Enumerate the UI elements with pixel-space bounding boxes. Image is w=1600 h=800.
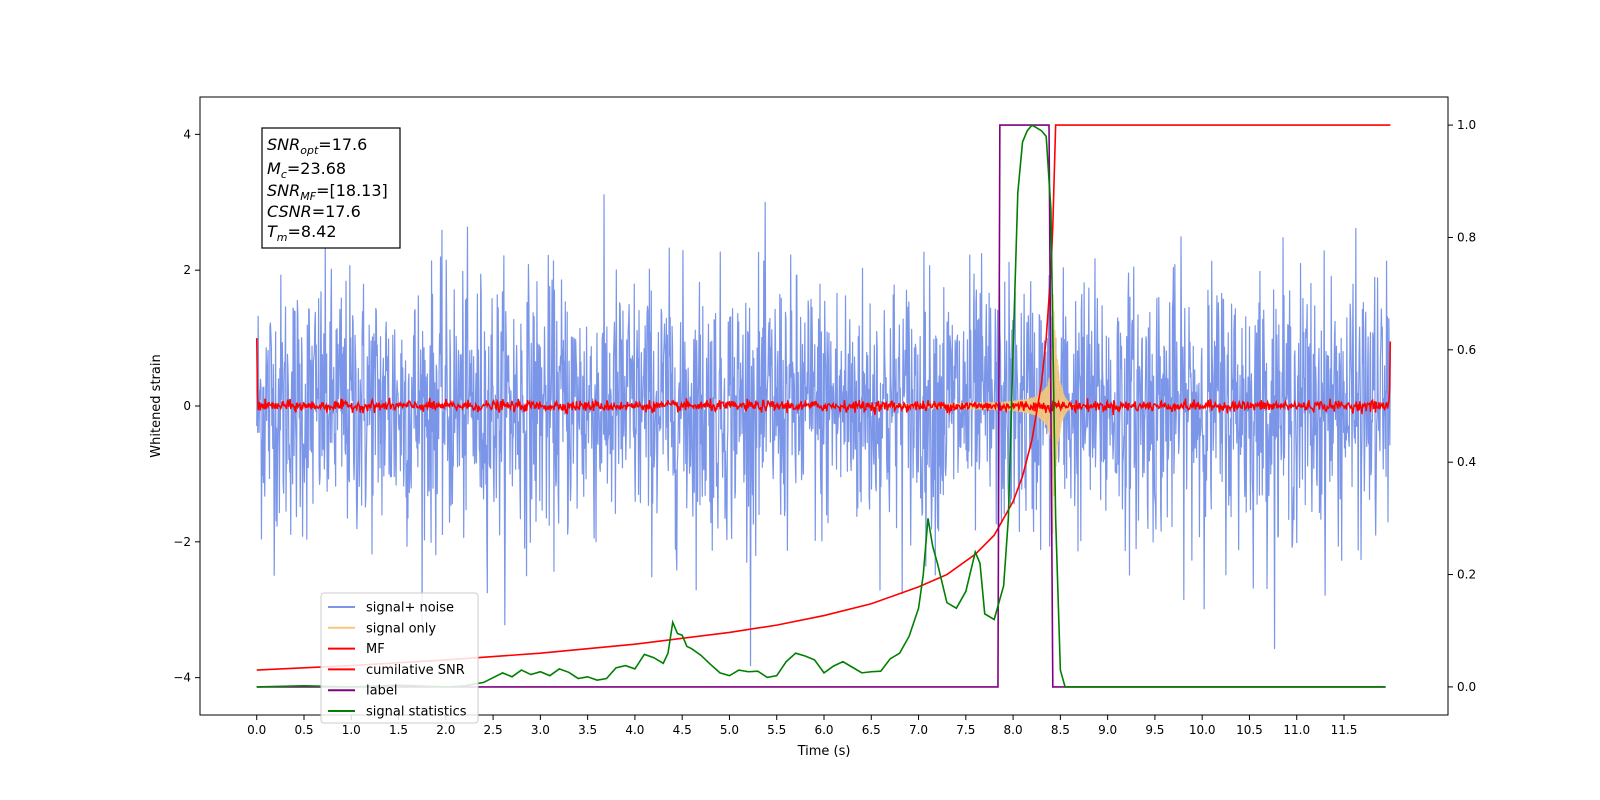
right-y-axis: 0.0 0.2 0.4 0.6 0.8 1.0 <box>1448 118 1476 694</box>
x-tick-label: 7.0 <box>909 723 928 737</box>
legend: signal+ noise signal only MF cumilative SNR… <box>320 592 479 724</box>
annotation-csnr: CSNR=17.6 <box>267 202 361 221</box>
y-right-tick-label: 0.0 <box>1457 680 1476 694</box>
legend-label: signal only <box>366 621 436 636</box>
y-left-tick-label: 2 <box>183 263 191 277</box>
x-tick-label: 1.5 <box>389 723 408 737</box>
y-right-tick-label: 0.2 <box>1457 568 1476 582</box>
x-tick-label: 8.0 <box>1004 723 1023 737</box>
legend-label: signal+ noise <box>366 601 454 616</box>
y-right-tick-label: 0.6 <box>1457 343 1476 357</box>
x-tick-label: 8.5 <box>1051 723 1070 737</box>
annotation-snr-opt: SNRopt=17.6 <box>267 135 367 157</box>
x-tick-label: 9.0 <box>1098 723 1117 737</box>
x-tick-label: 4.5 <box>673 723 692 737</box>
legend-label: label <box>366 684 397 699</box>
legend-label: signal statistics <box>366 705 467 720</box>
left-y-axis: −4 −2 0 2 4 <box>173 127 200 685</box>
series-cumulative-snr <box>256 124 1391 671</box>
x-tick-label: 2.0 <box>436 723 455 737</box>
x-tick-label: 5.0 <box>720 723 739 737</box>
x-tick-label: 10.5 <box>1236 723 1263 737</box>
x-tick-label: 2.5 <box>484 723 503 737</box>
x-tick-label: 4.0 <box>625 723 644 737</box>
plot-area <box>255 124 1392 688</box>
x-tick-label: 3.0 <box>531 723 550 737</box>
x-tick-label: 6.0 <box>814 723 833 737</box>
x-tick-label: 10.0 <box>1189 723 1216 737</box>
x-tick-label: 9.5 <box>1145 723 1164 737</box>
y-left-tick-label: 4 <box>183 127 191 141</box>
y-left-tick-label: −2 <box>173 535 191 549</box>
x-tick-label: 11.0 <box>1283 723 1310 737</box>
x-tick-label: 0.5 <box>294 723 313 737</box>
y-right-tick-label: 0.8 <box>1457 230 1476 244</box>
y-right-tick-label: 0.4 <box>1457 455 1476 469</box>
legend-label: cumilative SNR <box>366 663 465 678</box>
x-tick-label: 5.5 <box>767 723 786 737</box>
x-tick-label: 11.5 <box>1331 723 1358 737</box>
x-tick-label: 1.0 <box>342 723 361 737</box>
y-right-tick-label: 1.0 <box>1457 118 1476 132</box>
series-mf <box>255 338 1392 416</box>
y-left-tick-label: −4 <box>173 671 191 685</box>
x-axis: 0.0 0.5 1.0 1.5 2.0 2.5 3.0 3.5 4.0 4.5 5.0 5.5 6.0 6… <box>247 715 1357 737</box>
x-tick-label: 0.0 <box>247 723 266 737</box>
annotation-mc: Mc=23.68 <box>267 159 346 181</box>
annotation-snr-mf: SNRMF=[18.13] <box>267 181 388 203</box>
x-tick-label: 7.5 <box>956 723 975 737</box>
annotation-box: SNRopt=17.6 Mc=23.68 SNRMF=[18.13] CSNR=… <box>261 127 401 249</box>
y-left-tick-label: 0 <box>183 399 191 413</box>
series-signal-statistics <box>256 124 1386 688</box>
x-axis-label: Time (s) <box>797 744 851 759</box>
x-tick-label: 6.5 <box>862 723 881 737</box>
annotation-tm: Tm=8.42 <box>267 222 337 244</box>
legend-label: MF <box>366 642 385 657</box>
y-axis-label: Whitened strain <box>149 354 164 457</box>
x-tick-label: 3.5 <box>578 723 597 737</box>
legend-frame <box>320 592 479 724</box>
